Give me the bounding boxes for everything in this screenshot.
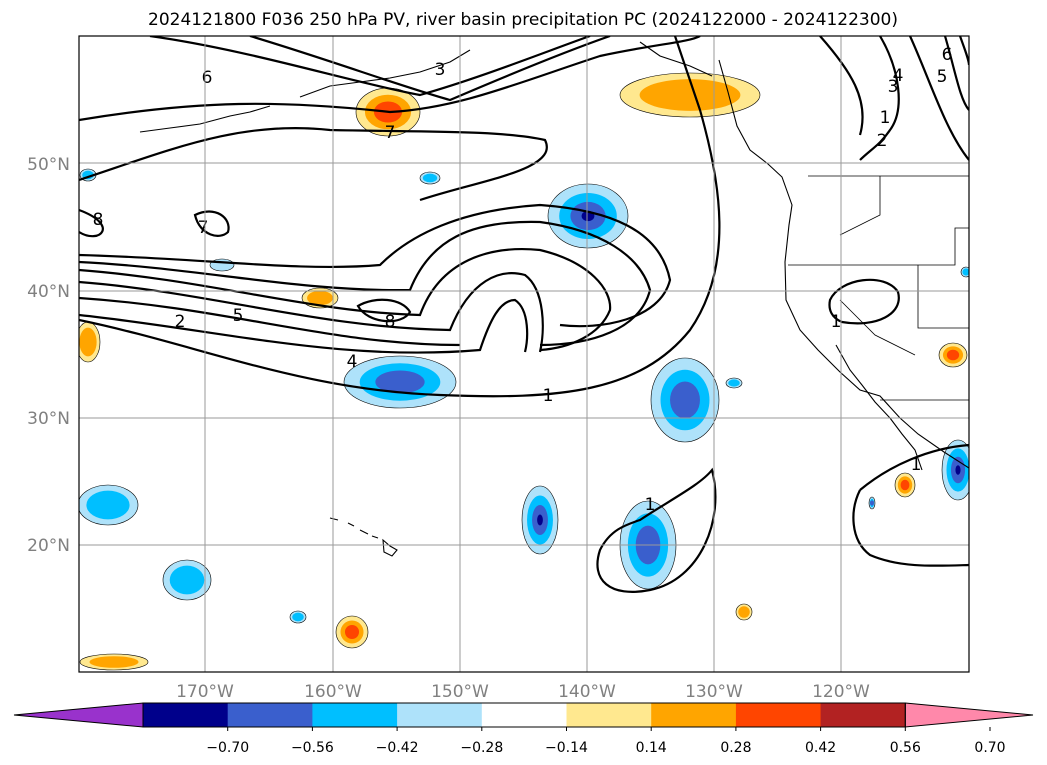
colorbar-segment [397,703,483,727]
pv-contours [79,36,969,593]
contour-label: 7 [198,218,209,238]
lon-label-150w: 150°W [431,682,489,702]
positive-pc-region [946,349,960,361]
positive-pc-region [79,327,97,357]
colorbar-extend-high [904,702,1034,728]
negative-pc-region [375,370,425,394]
map-frame [78,35,970,673]
negative-pc-region [292,612,304,622]
colorbar-tick-labels: −0.70 −0.56 −0.42 −0.28 −0.14 0.14 0.28 0.42 0.5… [206,727,1006,756]
negative-pc-region [870,500,874,506]
negative-pc-region [670,381,700,419]
contour-label: 8 [93,210,104,230]
gridlines [79,36,969,672]
positive-pc-region [89,656,139,668]
contour-label: 2 [175,312,186,332]
colorbar-segment [312,703,398,727]
contour-label: 6 [202,68,213,88]
contour-label: 2 [877,131,888,151]
contour-label: 7 [385,123,396,143]
colorbar-segment [481,703,567,727]
contour-label: 5 [233,306,244,326]
colorbar-segment [566,703,652,727]
colorbar-tick-label: −0.14 [545,740,588,756]
contour-label: 1 [911,455,922,475]
colorbar-segment [651,703,737,727]
colorbar-segment [227,703,313,727]
negative-pc-region [169,565,205,595]
negative-pc-region [422,173,438,183]
positive-pc-region [307,290,333,306]
contour-label: 1 [645,495,656,515]
colorbar-tick-label: −0.28 [460,740,503,756]
contour-label: 1 [880,108,891,128]
latitude-labels: 20°N 30°N 40°N 50°N [27,155,70,556]
colorbar-tick-label: 0.14 [636,740,667,756]
negative-pc-region [728,379,740,387]
positive-pc-region [738,606,750,618]
colorbar-tick-label: 0.28 [720,740,751,756]
political-borders [788,175,969,401]
positive-pc-region [344,624,360,640]
lon-label-140w: 140°W [558,682,616,702]
lon-label-120w: 120°W [812,682,870,702]
map-title: 2024121800 F036 250 hPa PV, river basin … [148,10,898,30]
colorbar-segment [735,703,822,727]
contour-label: 3 [435,60,446,80]
positive-pc-region [900,479,910,491]
contour-label: 4 [347,352,358,372]
longitude-labels: 170°W 160°W 150°W 140°W 130°W 120°W [176,682,870,702]
contour-label: 3 [888,77,899,97]
colorbar-segment [820,703,906,727]
colorbar-frame [142,702,906,728]
colorbar-tick-label: −0.56 [291,740,334,756]
colorbar-tick-label: 0.56 [890,740,921,756]
colorbar-tick-label: 0.70 [974,740,1005,756]
lon-label-130w: 130°W [685,682,743,702]
contour-label: 5 [937,67,948,87]
contour-label: 1 [831,312,842,332]
contour-label: 1 [543,386,554,406]
negative-pc-region [962,268,969,276]
contour-label: 4 [893,66,904,86]
lon-label-160w: 160°W [304,682,362,702]
negative-pc-region [86,490,130,520]
negative-pc-region [537,514,543,526]
positive-pc-region [639,79,741,111]
lat-label-50n: 50°N [27,155,70,175]
colorbar [13,702,1034,728]
lat-label-30n: 30°N [27,409,70,429]
colorbar-extend-low [13,702,144,728]
lon-label-170w: 170°W [176,682,234,702]
contour-label: 8 [385,312,396,332]
lat-label-20n: 20°N [27,536,70,556]
colorbar-tick-label: 0.42 [805,740,836,756]
colorbar-tick-label: −0.70 [206,740,249,756]
contour-label: 6 [942,45,953,65]
lat-label-40n: 40°N [27,282,70,302]
negative-pc-region [955,465,961,475]
colorbar-tick-label: −0.42 [376,740,419,756]
colorbar-segment [143,703,229,727]
